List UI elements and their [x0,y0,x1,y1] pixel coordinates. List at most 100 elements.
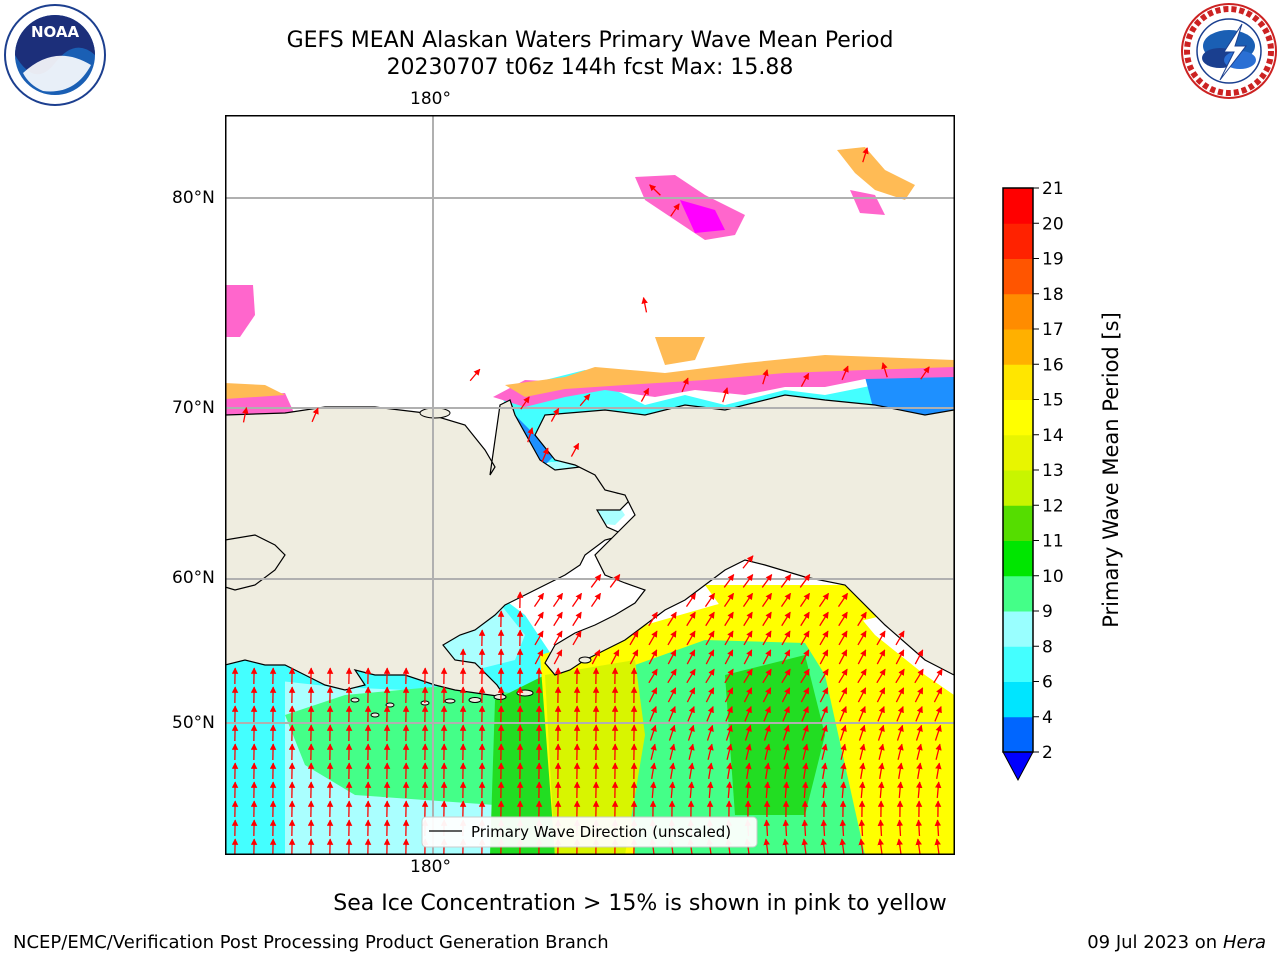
footer-date-text: 09 Jul 2023 on [1087,932,1223,953]
wave-arrow [781,668,791,684]
wave-arrow [705,630,715,646]
wave-arrow [685,592,697,607]
wave-arrow [743,668,753,684]
wave-arrow [763,781,771,799]
wave-arrow [744,706,752,722]
wave-arrow [800,630,810,646]
colorbar-block [1003,223,1033,259]
colorbar-block [1003,470,1033,506]
wave-arrow [629,649,639,665]
wave-arrow [820,706,828,722]
colorbar-block [1003,258,1033,295]
wave-arrow [649,781,657,799]
wave-arrow [819,668,829,684]
wave-arrow [649,184,661,196]
colorbar-tick-label: 21 [1042,180,1064,199]
wave-arrow [819,687,829,703]
wave-arrow [859,762,866,779]
wave-arrow [857,630,867,646]
colorbar-tick-label: 11 [1042,532,1064,552]
wave-arrow [820,724,828,741]
wave-arrow [839,819,847,837]
wave-direction-arrows [231,147,943,854]
wave-arrow [640,387,650,402]
wave-arrow [706,706,714,722]
wave-arrow [742,592,754,607]
wave-arrow [838,630,848,646]
colorbar-tick-label: 20 [1042,214,1064,234]
wave-arrow [533,592,545,607]
colorbar-tick-label: 16 [1042,355,1064,375]
colorbar-tick-label: 13 [1042,461,1064,481]
wave-arrow [761,574,773,588]
wave-arrow [469,368,481,382]
wave-arrow [859,743,866,760]
wave-arrow [527,427,534,443]
colorbar-block [1003,434,1033,471]
wave-arrow [722,387,729,403]
wave-arrow [857,668,867,684]
wave-arrow [762,630,772,646]
wave-arrow [725,724,733,741]
wave-arrow [858,838,865,854]
wave-arrow [668,706,676,722]
wave-arrow [838,668,848,684]
wave-arrow [876,630,886,646]
map-frame [225,115,955,855]
wave-arrow [841,365,849,381]
wave-arrow [707,743,714,760]
lat-label-50: 50°N [172,713,215,733]
wave-arrow [896,781,904,799]
wave-arrow [896,819,904,837]
wave-arrow [572,630,582,646]
wave-arrow [762,687,772,703]
wave-arrow [609,574,621,588]
sea-ice [225,147,954,455]
wave-arrow [550,407,560,422]
arrow-legend: Primary Wave Direction (unscaled) [421,816,758,848]
wave-arrow [915,724,923,741]
wave-arrow [781,649,791,665]
wave-arrow [667,668,677,684]
wave-arrow [723,574,735,588]
wave-arrow [878,743,885,760]
wave-arrow [801,724,809,741]
wave-arrow [724,668,734,684]
wave-arrow [857,649,867,665]
wave-arrow [534,630,544,646]
nws-logo [1181,3,1277,99]
wave-arrow [782,838,789,854]
footer-machine: Hera [1222,932,1266,953]
wave-arrow [819,611,829,627]
wave-arrow [838,687,848,703]
colorbar-tick-label: 15 [1042,391,1064,411]
wave-arrow [800,649,810,665]
wave-arrow [840,743,847,760]
wave-arrow [668,724,676,741]
wave-arrow [934,706,942,722]
wave-arrow [800,668,810,684]
wave-arrow [783,762,790,779]
wave-arrow [800,611,810,627]
wave-arrow [877,819,885,837]
wave-arrow [724,611,734,627]
colorbar-tick-label: 18 [1042,285,1064,305]
wave-arrow [725,706,733,722]
wave-arrow [820,819,828,837]
wave-arrow [839,706,847,722]
wave-arrow [704,592,716,607]
map-title: GEFS MEAN Alaskan Waters Primary Wave Me… [286,28,894,53]
wave-arrow [821,743,828,760]
wave-arrow [862,147,869,163]
wave-arrow [579,393,591,407]
wave-arrow [650,762,657,779]
wave-arrow [705,687,715,703]
wave-arrow [648,687,658,703]
wave-arrow [800,372,810,387]
wave-arrow [840,762,847,779]
wave-arrow [762,649,772,665]
wave-arrow [782,706,790,722]
lon-label-bottom: 180° [410,857,451,877]
wave-arrow [650,743,657,760]
wave-arrow [668,781,676,799]
